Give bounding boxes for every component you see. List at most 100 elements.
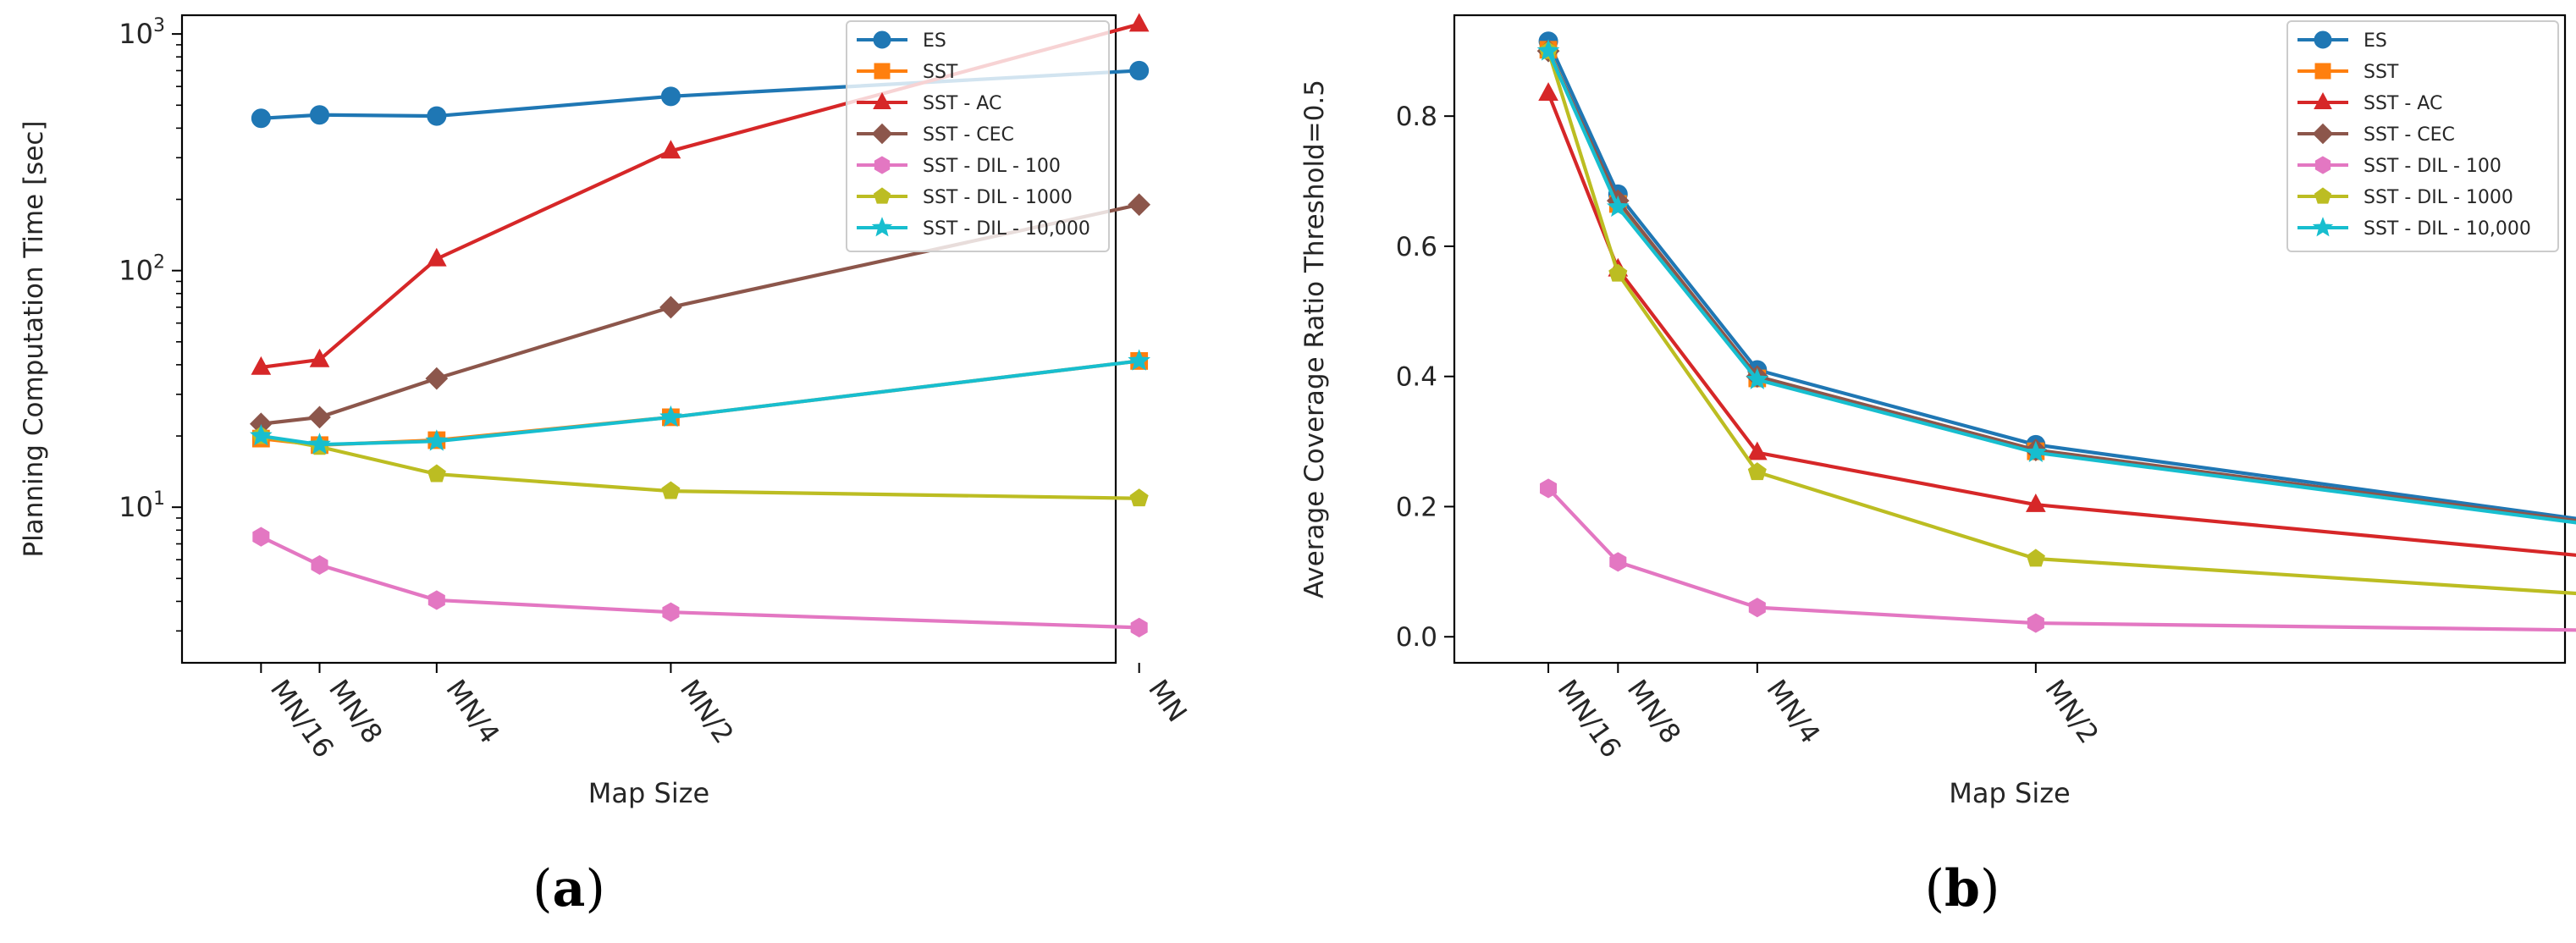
data-point — [426, 247, 447, 267]
y-tick-label: 0.4 — [1396, 362, 1437, 393]
x-tick-label: MN/8 — [1621, 674, 1688, 750]
y-tick-label: 0.6 — [1396, 232, 1437, 262]
data-point — [1609, 552, 1627, 572]
legend-label: SST - AC — [923, 93, 1001, 114]
legend-marker — [871, 123, 893, 145]
series-line — [261, 359, 1139, 447]
series-sst-dil-1000 — [1538, 41, 2576, 596]
x-tick-label: MN/4 — [439, 674, 506, 750]
legend-marker — [874, 63, 891, 80]
y-tick-label-base: 10 — [119, 491, 153, 523]
series-sst-dil-100 — [252, 527, 1148, 637]
x-axis-label: Map Size — [1949, 777, 2070, 809]
legend-marker — [2314, 30, 2332, 49]
data-point — [2026, 494, 2046, 512]
y-tick-label: 0.2 — [1396, 492, 1437, 522]
data-point — [1129, 488, 1149, 507]
data-point — [1130, 617, 1148, 637]
y-tick-label: 0.0 — [1396, 622, 1437, 653]
data-point — [425, 429, 449, 451]
data-point — [427, 590, 445, 610]
legend-marker — [2314, 91, 2332, 109]
data-point — [660, 140, 681, 159]
data-point — [251, 108, 271, 129]
series-sst-dil-100 — [1540, 478, 2576, 633]
data-point — [308, 433, 331, 455]
legend-marker — [2312, 123, 2334, 145]
y-tick-label-base: 10 — [119, 18, 153, 50]
data-point — [311, 554, 328, 576]
legend-entry: SST - DIL - 1000 — [2297, 187, 2513, 208]
data-point — [425, 367, 449, 390]
legend-entry: SST - DIL - 100 — [857, 156, 1061, 177]
legend-marker — [2312, 217, 2334, 237]
data-point — [427, 106, 447, 126]
legend-entry: SST - CEC — [2297, 123, 2455, 146]
series-sst-dil-10-000 — [1536, 39, 2576, 525]
legend-entry: SST — [857, 62, 958, 83]
data-point — [1128, 349, 1150, 371]
data-point — [1748, 598, 1766, 618]
y-tick-label-exponent: 3 — [153, 15, 165, 36]
y-axis-label: Average Coverage Ratio Threshold=0.5 — [1299, 80, 1330, 598]
series-line — [261, 359, 1139, 447]
data-point — [1129, 60, 1150, 80]
series-line — [260, 535, 1139, 630]
x-tick-label: MN/2 — [674, 674, 741, 750]
data-point — [1128, 13, 1150, 32]
legend-marker — [2314, 63, 2331, 80]
y-axis-label: Planning Computation Time [sec] — [19, 120, 49, 557]
x-tick-label: MN/2 — [2038, 674, 2105, 750]
data-point — [1606, 195, 1630, 218]
legend-marker — [871, 217, 893, 237]
legend-label: SST - CEC — [923, 124, 1014, 146]
y-tick-label: 102 — [119, 252, 165, 287]
data-point — [1536, 39, 1560, 61]
series-sst-cec — [250, 193, 1151, 436]
y-tick-label: 0.8 — [1396, 102, 1437, 132]
y-tick-label: 101 — [119, 488, 165, 523]
legend-label: SST - DIL - 10,000 — [923, 218, 1090, 240]
caption-paren-close: ) — [1980, 859, 2000, 918]
data-point — [309, 348, 330, 367]
caption-paren-open: ( — [532, 859, 552, 918]
y-tick-label: 103 — [119, 15, 165, 50]
panel-caption: (b) — [1925, 859, 2000, 918]
legend-label: ES — [923, 30, 946, 52]
legend-marker — [874, 156, 891, 174]
legend-entry: SST - DIL - 1000 — [857, 187, 1073, 208]
data-point — [427, 464, 446, 483]
data-point — [1746, 367, 1769, 389]
caption-paren-close: ) — [585, 859, 604, 918]
data-point — [310, 105, 330, 125]
x-axis-label: Map Size — [588, 777, 709, 809]
legend-marker — [873, 187, 891, 204]
legend-entry: SST - AC — [2297, 91, 2442, 114]
data-point — [308, 405, 331, 429]
series-sst — [251, 352, 1149, 455]
series-es — [251, 60, 1150, 129]
data-point — [2027, 613, 2044, 633]
legend-label: SST — [2364, 62, 2399, 83]
x-tick-label: MN/4 — [1760, 674, 1827, 750]
caption-letter: b — [1944, 859, 1980, 918]
legend-entry: SST - DIL - 10,000 — [2297, 217, 2531, 240]
panel-caption: (a) — [532, 859, 605, 918]
caption-letter: a — [553, 859, 586, 918]
data-point — [1128, 193, 1151, 217]
data-point — [252, 527, 270, 547]
legend-marker — [873, 30, 891, 49]
legend: ES SST SST - AC SST - CEC SST - DIL - 100 SST… — [2286, 20, 2559, 252]
data-point — [2026, 549, 2045, 567]
legend-label: SST - AC — [2364, 93, 2442, 114]
legend-label: SST — [923, 62, 958, 83]
legend-label: SST - DIL - 1000 — [923, 187, 1073, 208]
data-point — [660, 86, 681, 107]
legend-marker — [2314, 156, 2331, 174]
legend-label: ES — [2364, 30, 2387, 52]
data-point — [1538, 82, 1558, 102]
legend-label: SST - DIL - 100 — [923, 156, 1061, 177]
legend-entry: ES — [2297, 30, 2387, 52]
